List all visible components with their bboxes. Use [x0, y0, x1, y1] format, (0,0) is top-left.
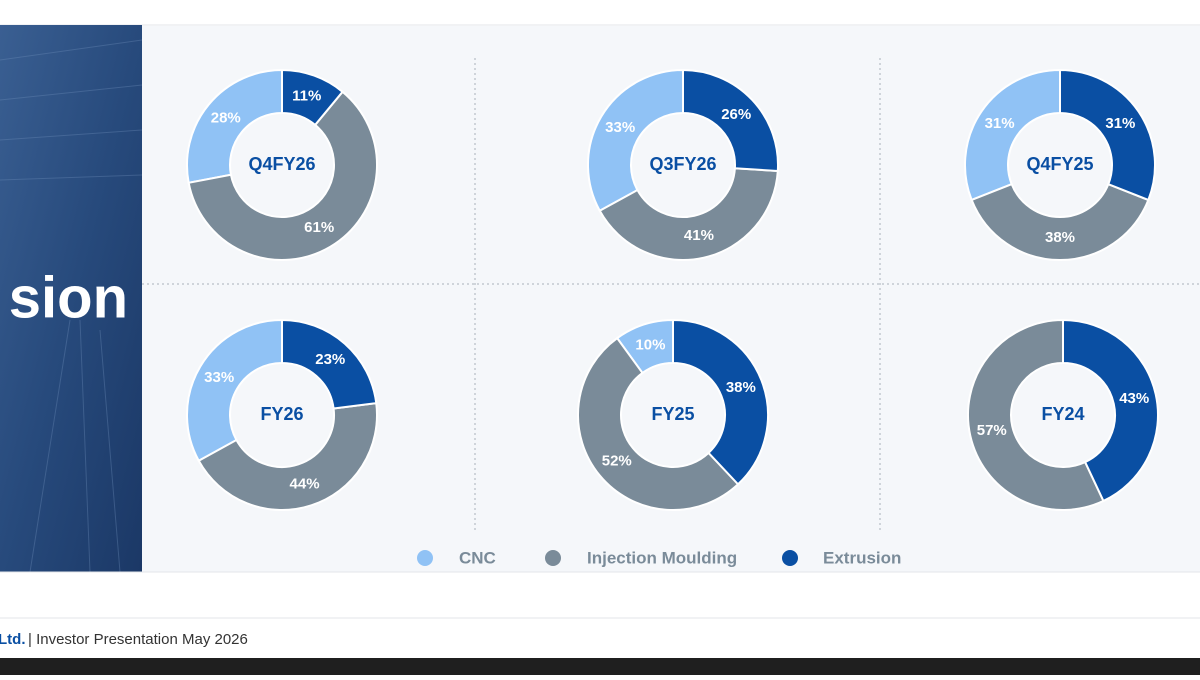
bottom-bar — [0, 658, 1200, 675]
donut-center-label: FY24 — [1041, 404, 1084, 424]
data-label: 52% — [602, 453, 632, 470]
data-label: 10% — [635, 337, 665, 354]
donut-segment — [587, 68, 684, 213]
donut-center-label: Q4FY25 — [1026, 154, 1093, 174]
data-label: 44% — [290, 475, 320, 492]
data-label: 23% — [315, 351, 345, 368]
data-label: 38% — [1045, 229, 1075, 246]
data-label: 11% — [292, 87, 321, 104]
data-label: 43% — [1119, 390, 1149, 407]
donut-segment — [682, 68, 779, 173]
top-bar — [0, 0, 1200, 25]
donut-segment — [1059, 68, 1156, 202]
data-label: 57% — [977, 422, 1007, 439]
donut-segment — [967, 318, 1105, 511]
donut-center-label: Q4FY26 — [248, 154, 315, 174]
donut-segment — [281, 318, 378, 410]
footer-text: | Investor Presentation May 2026 — [28, 631, 248, 648]
legend-label: CNC — [459, 548, 496, 567]
data-label: 61% — [304, 219, 334, 236]
donut-segment — [577, 336, 740, 511]
data-label: 41% — [684, 227, 714, 244]
data-label: 31% — [985, 115, 1015, 132]
dividers — [142, 58, 1200, 530]
donut-segment — [186, 318, 283, 463]
donut-segment — [186, 68, 283, 184]
donut-segment — [197, 401, 378, 511]
data-label: 26% — [721, 106, 751, 123]
photo-texture — [0, 39, 143, 573]
slide-heading: sion — [9, 265, 128, 330]
donut-center-label: FY25 — [651, 404, 694, 424]
donut-segment — [187, 90, 378, 261]
donut-center-label: FY26 — [260, 404, 303, 424]
footer-company: Ltd. — [0, 631, 26, 648]
donut-segment — [970, 182, 1150, 262]
donut-center-label: Q3FY26 — [649, 154, 716, 174]
donut-segment — [281, 68, 344, 127]
legend-swatch — [417, 550, 433, 566]
legend-label: Extrusion — [823, 548, 901, 567]
data-label: 31% — [1105, 115, 1135, 132]
data-label: 38% — [726, 379, 756, 396]
donut-segment — [598, 167, 779, 261]
donut-segment — [672, 318, 769, 486]
data-label: 33% — [605, 119, 635, 136]
data-label: 28% — [211, 109, 241, 126]
photo-panel — [0, 25, 142, 572]
donut-segment — [1062, 318, 1159, 503]
legend-label: Injection Moulding — [587, 548, 737, 567]
legend-swatch — [545, 550, 561, 566]
data-label: 33% — [204, 369, 234, 386]
donut-segment — [964, 68, 1061, 202]
legend-swatch — [782, 550, 798, 566]
